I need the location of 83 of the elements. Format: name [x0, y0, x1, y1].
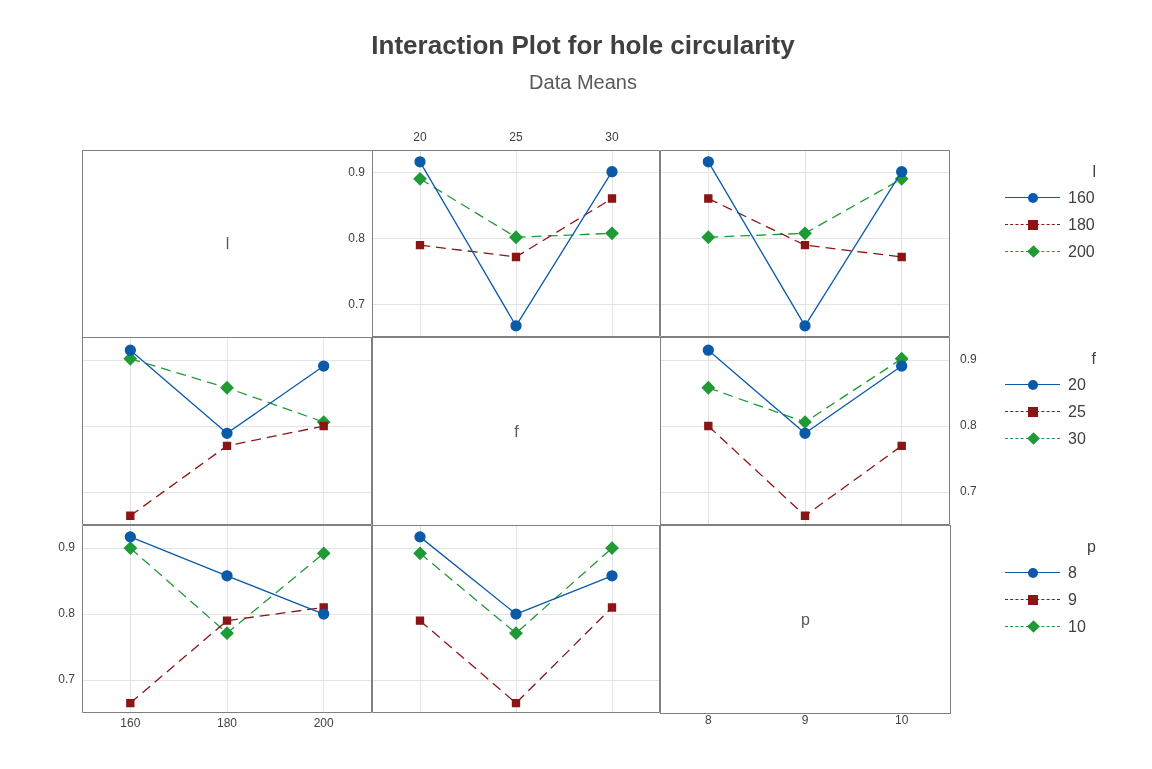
- legend-label: 200: [1068, 242, 1095, 261]
- legend-title: p: [1086, 537, 1097, 557]
- point: [799, 320, 811, 332]
- point: [897, 441, 906, 451]
- point: [124, 344, 136, 356]
- point: [896, 166, 908, 178]
- y-tick-label: 0.9: [348, 165, 366, 180]
- x-tick-label: 20: [413, 130, 427, 145]
- y2-tick-label: 0.8: [960, 418, 978, 433]
- point: [509, 626, 523, 640]
- point: [799, 427, 811, 439]
- point: [126, 698, 135, 708]
- point: [704, 421, 713, 431]
- point: [607, 603, 617, 612]
- legend-label: 10: [1068, 617, 1086, 636]
- point: [896, 360, 908, 372]
- legend-label: 9: [1068, 590, 1077, 609]
- point: [800, 511, 810, 520]
- point: [221, 427, 233, 439]
- y2-tick-label: 0.9: [960, 352, 978, 367]
- legend-title: l: [1091, 162, 1097, 182]
- legend-label: 8: [1068, 563, 1077, 582]
- legend-label: 30: [1068, 429, 1086, 448]
- x-tick-label: 180: [216, 716, 238, 731]
- point: [317, 546, 331, 561]
- point: [414, 531, 426, 543]
- point: [606, 166, 618, 178]
- point: [704, 194, 713, 203]
- text: l: [225, 235, 230, 253]
- text: f: [514, 422, 519, 441]
- point: [607, 194, 617, 203]
- point: [124, 531, 136, 543]
- x-tick-label: 160: [120, 716, 141, 731]
- point: [415, 616, 425, 625]
- point: [318, 608, 330, 620]
- point: [511, 698, 521, 708]
- x-tick-label: 8: [704, 713, 712, 728]
- point: [511, 252, 521, 262]
- x-tick-label: 200: [313, 716, 334, 731]
- y-tick-label: 0.7: [58, 672, 76, 687]
- point: [798, 415, 812, 429]
- legend-title: f: [1090, 349, 1097, 369]
- legend-label: 160: [1068, 188, 1095, 207]
- point: [509, 230, 523, 244]
- x-tick-label: 25: [509, 130, 523, 145]
- y-tick-label: 0.9: [58, 540, 76, 555]
- legend-label: 180: [1068, 215, 1095, 234]
- point: [510, 320, 522, 332]
- y-tick-label: 0.8: [348, 230, 366, 245]
- point: [123, 541, 137, 555]
- point: [220, 381, 234, 395]
- point: [701, 230, 715, 244]
- y2-tick-label: 0.7: [960, 484, 978, 499]
- point: [606, 570, 618, 582]
- legend-label: 20: [1068, 375, 1086, 394]
- point: [605, 226, 619, 240]
- point: [319, 421, 328, 431]
- point: [413, 172, 427, 186]
- x-tick-label: 10: [894, 713, 909, 728]
- point: [415, 240, 425, 250]
- point: [510, 608, 522, 620]
- point: [222, 616, 232, 625]
- x-tick-label: 30: [605, 130, 619, 145]
- legend-label: 25: [1068, 402, 1086, 421]
- point: [220, 626, 234, 640]
- text: p: [801, 610, 810, 629]
- point: [800, 240, 810, 250]
- point: [318, 360, 330, 372]
- text: Data Means: [528, 71, 638, 94]
- x-tick-label: 9: [801, 713, 809, 728]
- point: [702, 344, 714, 356]
- point: [221, 570, 233, 582]
- point: [798, 226, 812, 240]
- point: [897, 252, 906, 262]
- point: [222, 441, 232, 451]
- point: [414, 156, 426, 168]
- point: [413, 546, 427, 561]
- point: [702, 156, 714, 168]
- text: Interaction Plot for hole circularity: [370, 30, 796, 61]
- point: [701, 381, 715, 395]
- y-tick-label: 0.7: [348, 296, 366, 311]
- point: [126, 511, 135, 520]
- y-tick-label: 0.8: [58, 606, 76, 621]
